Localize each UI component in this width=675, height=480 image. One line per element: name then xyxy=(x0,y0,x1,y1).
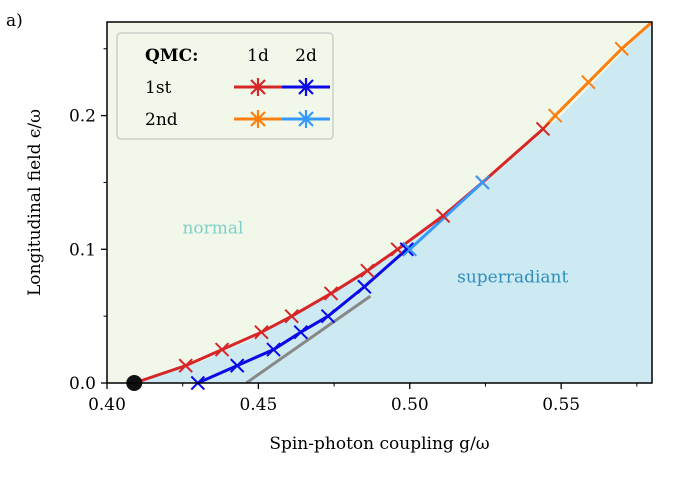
y-tick-label: 0.2 xyxy=(69,107,96,127)
data-point-2d-1st xyxy=(266,342,281,357)
legend-col-label: 2d xyxy=(295,46,317,66)
data-point-2d-1st xyxy=(320,308,336,324)
data-point-1d-1st xyxy=(435,208,451,224)
data-point-1d-1st xyxy=(284,308,299,324)
legend-marker xyxy=(250,110,266,128)
data-point-1d-1st xyxy=(360,263,375,278)
x-axis-label: Spin-photon coupling g/ω xyxy=(269,434,489,454)
gray-asymptote-line xyxy=(245,294,372,383)
data-point-2d-1st xyxy=(293,324,308,340)
data-point-1d-1st xyxy=(323,286,339,301)
legend-marker xyxy=(298,110,314,128)
legend-col-label: 1d xyxy=(247,46,269,66)
data-point-1d-1st xyxy=(254,324,269,340)
data-point-1d-1st xyxy=(178,358,193,373)
data-point-1d-2nd xyxy=(581,74,596,90)
x-tick-label: 0.55 xyxy=(542,395,580,415)
data-point-2d-1st xyxy=(357,279,372,294)
data-point-1d-1st xyxy=(535,121,551,137)
plot-frame xyxy=(106,21,653,384)
superradiant-region-label: superradiant xyxy=(457,268,568,288)
legend-marker xyxy=(298,78,314,96)
y-axis-label: Longitudinal field ϵ/ω xyxy=(25,109,45,296)
legend-row-label: 2nd xyxy=(145,110,178,130)
legend-box xyxy=(116,32,334,140)
y-tick-label: 0.1 xyxy=(69,240,96,260)
x-tick-label: 0.45 xyxy=(239,395,277,415)
data-point-2d-2nd xyxy=(475,175,490,190)
x-tick-label: 0.40 xyxy=(88,395,126,415)
panel-label: a) xyxy=(6,11,23,31)
data-point-1d-1st xyxy=(214,342,230,357)
y-tick-label: 0.0 xyxy=(69,374,96,394)
legend-marker xyxy=(250,78,266,96)
data-point-2d-2nd xyxy=(402,242,417,257)
superradiant-region xyxy=(134,22,652,383)
data-point-1d-2nd xyxy=(547,108,563,123)
x-tick-label: 0.50 xyxy=(391,395,429,415)
legend-row-label: 1st xyxy=(145,78,172,98)
normal-region-label: normal xyxy=(182,218,243,238)
legend-header: QMC: xyxy=(145,46,198,66)
data-point-2d-1st xyxy=(399,242,414,257)
data-point-1d-2nd xyxy=(614,41,629,56)
data-point-2d-1st xyxy=(229,358,245,373)
